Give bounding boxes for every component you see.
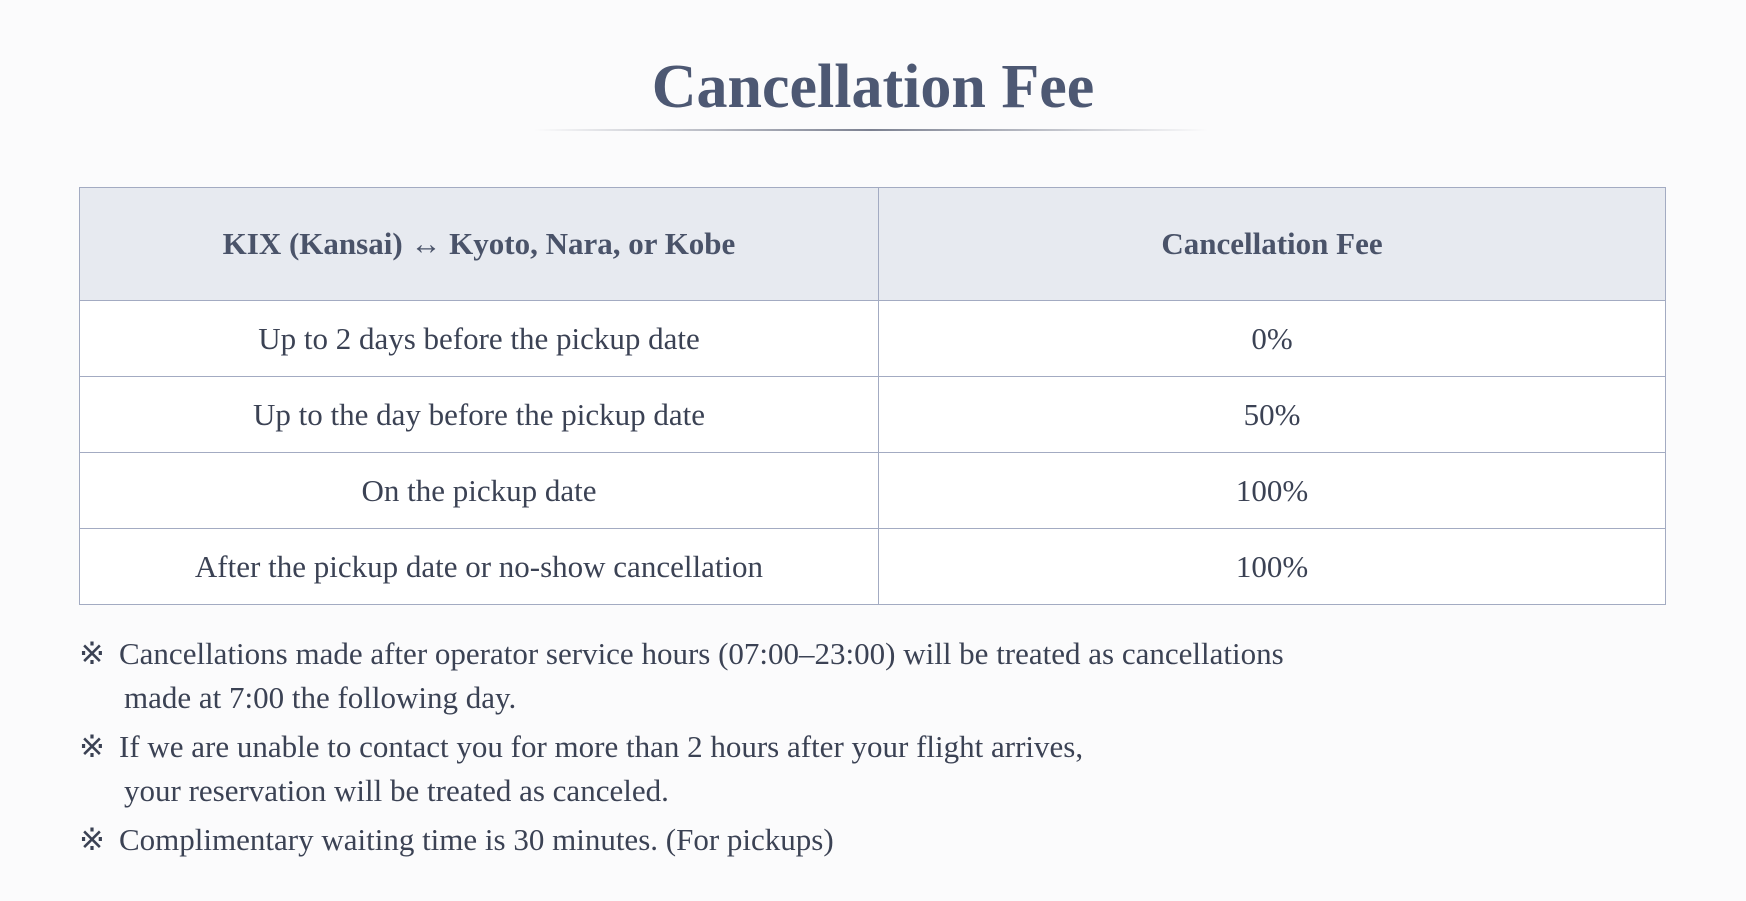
header-row: KIX (Kansai) ↔ Kyoto, Nara, or Kobe Cance… [79, 187, 1666, 301]
fee-cell: 100% [878, 528, 1666, 605]
note-text: Complimentary waiting time is 30 minutes… [119, 818, 834, 862]
page-title: Cancellation Fee [651, 53, 1095, 121]
note: ※ Cancellations made after operator servi… [79, 632, 1284, 720]
fee-cell: 0% [878, 300, 1666, 377]
notes: ※ Cancellations made after operator servi… [79, 632, 1284, 867]
timing-cell: On the pickup date [79, 452, 879, 529]
note-text: If we are unable to contact you for more… [119, 725, 1083, 813]
note-line: your reservation will be treated as canc… [124, 773, 669, 808]
note-marker: ※ [79, 636, 105, 671]
note-marker: ※ [79, 729, 105, 764]
note-marker: ※ [79, 822, 105, 857]
note-line: made at 7:00 the following day. [124, 680, 517, 715]
fee-cell: 50% [878, 376, 1666, 453]
note-text: Cancellations made after operator servic… [119, 632, 1284, 720]
table-row: Up to the day before the pickup date 50% [79, 376, 1666, 453]
column-header: KIX (Kansai) ↔ Kyoto, Nara, or Kobe [79, 187, 879, 301]
fee-table: KIX (Kansai) ↔ Kyoto, Nara, or Kobe Cance… [79, 187, 1666, 605]
table-row: Up to 2 days before the pickup date 0% [79, 300, 1666, 377]
column-header: Cancellation Fee [878, 187, 1666, 301]
note-line: Complimentary waiting time is 30 minutes… [119, 822, 834, 857]
note-line: If we are unable to contact you for more… [119, 729, 1084, 764]
note-line: Cancellations made after operator servic… [119, 636, 1284, 671]
timing-cell: After the pickup date or no-show cancell… [79, 528, 879, 605]
timing-cell: Up to 2 days before the pickup date [79, 300, 879, 377]
title-rule [534, 129, 1208, 131]
timing-cell: Up to the day before the pickup date [79, 376, 879, 453]
fee-cell: 100% [878, 452, 1666, 529]
note: ※ Complimentary waiting time is 30 minute… [79, 818, 1284, 862]
note: ※ If we are unable to contact you for mor… [79, 725, 1284, 813]
table-row: On the pickup date 100% [79, 452, 1666, 529]
table-row: After the pickup date or no-show cancell… [79, 528, 1666, 605]
